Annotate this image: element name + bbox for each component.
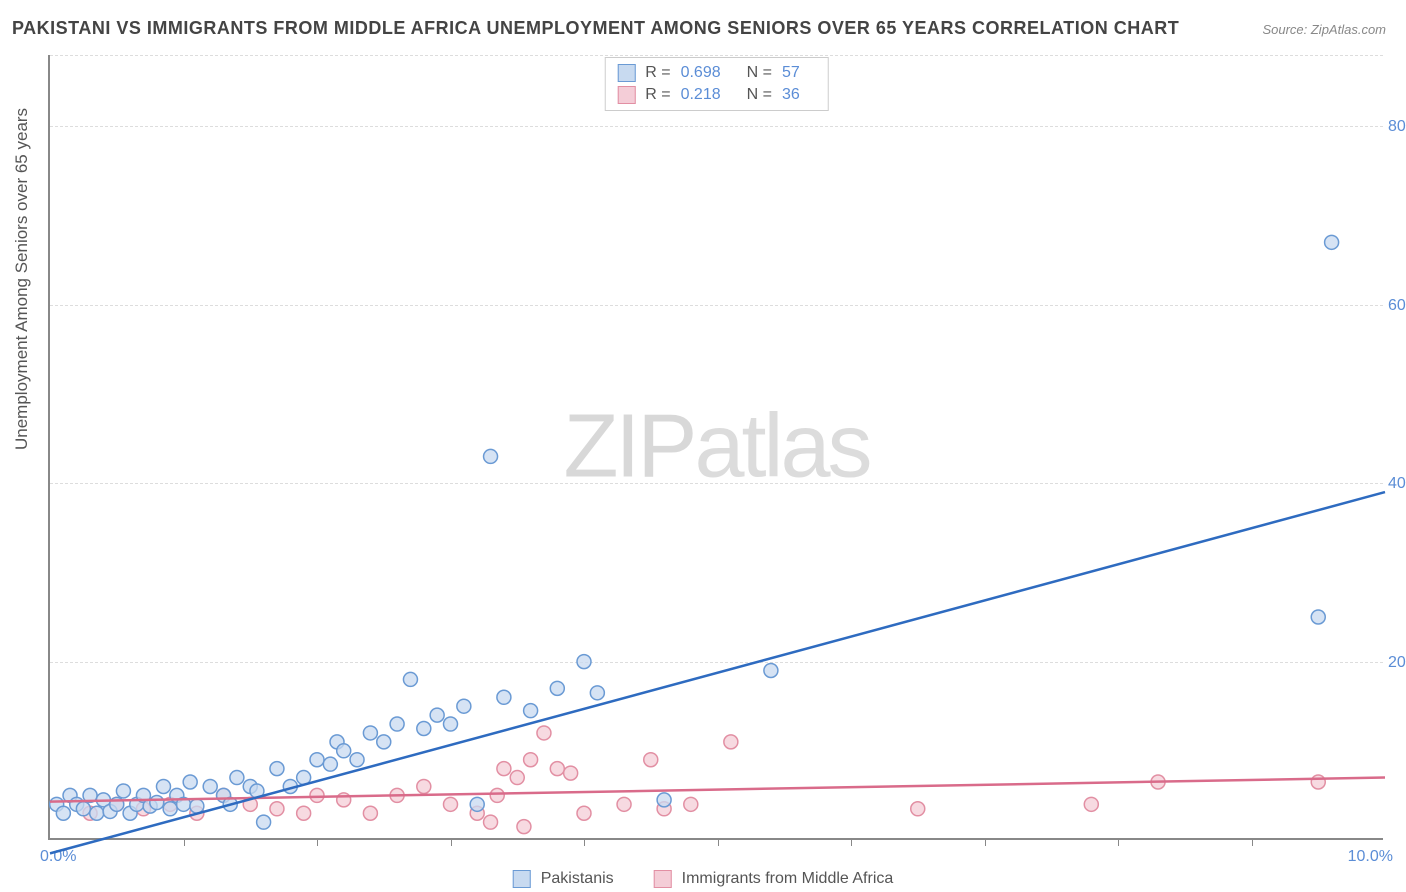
data-point bbox=[1325, 235, 1339, 249]
legend-label: Pakistanis bbox=[541, 870, 614, 888]
data-point bbox=[497, 690, 511, 704]
data-point bbox=[550, 762, 564, 776]
data-point bbox=[644, 753, 658, 767]
data-point bbox=[911, 802, 925, 816]
data-point bbox=[390, 717, 404, 731]
data-point bbox=[724, 735, 738, 749]
data-point bbox=[617, 797, 631, 811]
trend-line bbox=[50, 492, 1385, 853]
data-point bbox=[337, 793, 351, 807]
data-point bbox=[156, 779, 170, 793]
data-point bbox=[537, 726, 551, 740]
data-point bbox=[183, 775, 197, 789]
x-tick-label-max: 10.0% bbox=[1348, 848, 1393, 866]
data-point bbox=[417, 721, 431, 735]
stats-row: R = 0.698 N = 57 bbox=[617, 62, 816, 84]
swatch-icon bbox=[617, 64, 635, 82]
data-point bbox=[470, 797, 484, 811]
data-point bbox=[116, 784, 130, 798]
data-point bbox=[1311, 610, 1325, 624]
data-point bbox=[524, 704, 538, 718]
data-point bbox=[90, 806, 104, 820]
data-point bbox=[510, 771, 524, 785]
data-point bbox=[270, 762, 284, 776]
data-point bbox=[163, 802, 177, 816]
r-value: 0.698 bbox=[681, 64, 721, 82]
stats-row: R = 0.218 N = 36 bbox=[617, 84, 816, 106]
data-point bbox=[517, 820, 531, 834]
source-label: Source: ZipAtlas.com bbox=[1262, 22, 1386, 37]
data-point bbox=[56, 806, 70, 820]
data-point bbox=[190, 799, 204, 813]
data-point bbox=[484, 815, 498, 829]
data-point bbox=[417, 779, 431, 793]
y-tick-label: 80.0% bbox=[1388, 118, 1406, 136]
y-axis-label: Unemployment Among Seniors over 65 years bbox=[12, 108, 32, 450]
data-point bbox=[310, 788, 324, 802]
swatch-icon bbox=[654, 870, 672, 888]
r-label: R = bbox=[645, 86, 670, 104]
data-point bbox=[76, 802, 90, 816]
data-point bbox=[497, 762, 511, 776]
data-point bbox=[350, 753, 364, 767]
data-point bbox=[764, 664, 778, 678]
data-point bbox=[230, 771, 244, 785]
data-point bbox=[657, 793, 671, 807]
bottom-legend: Pakistanis Immigrants from Middle Africa bbox=[513, 870, 894, 888]
r-value: 0.218 bbox=[681, 86, 721, 104]
legend-label: Immigrants from Middle Africa bbox=[682, 870, 894, 888]
data-point bbox=[590, 686, 604, 700]
r-label: R = bbox=[645, 64, 670, 82]
data-point bbox=[403, 672, 417, 686]
data-point bbox=[457, 699, 471, 713]
data-point bbox=[203, 779, 217, 793]
data-point bbox=[550, 681, 564, 695]
swatch-icon bbox=[513, 870, 531, 888]
data-point bbox=[577, 806, 591, 820]
plot-area: ZIPatlas 20.0%40.0%60.0%80.0% 0.0% 10.0%… bbox=[48, 55, 1383, 840]
data-point bbox=[1084, 797, 1098, 811]
data-point bbox=[323, 757, 337, 771]
data-point bbox=[270, 802, 284, 816]
y-tick-label: 20.0% bbox=[1388, 654, 1406, 672]
data-point bbox=[337, 744, 351, 758]
swatch-icon bbox=[617, 86, 635, 104]
data-point bbox=[490, 788, 504, 802]
data-point bbox=[363, 726, 377, 740]
n-label: N = bbox=[747, 64, 772, 82]
n-label: N = bbox=[747, 86, 772, 104]
data-point bbox=[297, 806, 311, 820]
data-point bbox=[1311, 775, 1325, 789]
data-point bbox=[363, 806, 377, 820]
n-value: 36 bbox=[782, 86, 800, 104]
data-point bbox=[444, 797, 458, 811]
chart-title: PAKISTANI VS IMMIGRANTS FROM MIDDLE AFRI… bbox=[12, 18, 1179, 39]
data-point bbox=[684, 797, 698, 811]
data-point bbox=[444, 717, 458, 731]
scatter-svg bbox=[50, 55, 1383, 838]
data-point bbox=[257, 815, 271, 829]
stats-legend: R = 0.698 N = 57 R = 0.218 N = 36 bbox=[604, 57, 829, 111]
data-point bbox=[524, 753, 538, 767]
data-point bbox=[484, 449, 498, 463]
n-value: 57 bbox=[782, 64, 800, 82]
data-point bbox=[564, 766, 578, 780]
y-tick-label: 60.0% bbox=[1388, 297, 1406, 315]
data-point bbox=[310, 753, 324, 767]
data-point bbox=[150, 796, 164, 810]
y-tick-label: 40.0% bbox=[1388, 475, 1406, 493]
data-point bbox=[377, 735, 391, 749]
data-point bbox=[577, 655, 591, 669]
data-point bbox=[430, 708, 444, 722]
